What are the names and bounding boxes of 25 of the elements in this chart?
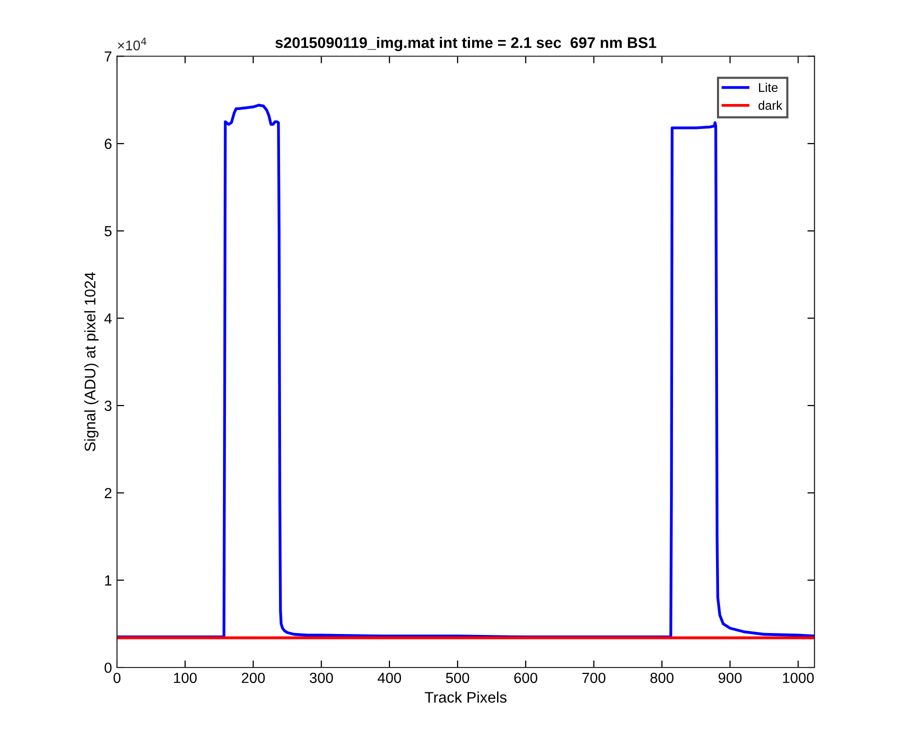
y-axis-title: Signal (ADU) at pixel 1024: [84, 272, 98, 452]
legend-label: dark: [758, 100, 782, 110]
y-tick-label: 5: [104, 226, 112, 236]
x-tick-label: 900: [718, 672, 742, 684]
legend-label: Lite: [759, 82, 778, 92]
x-tick-label: 600: [514, 672, 538, 684]
x-tick-label: 300: [310, 672, 333, 684]
text: ×10$^{4}$: [118, 38, 146, 50]
y-tick-label: 6: [104, 138, 112, 149]
x-tick-label: 1000: [783, 672, 814, 684]
x-tick-label: 700: [582, 672, 606, 684]
y-tick-label: 0: [104, 662, 112, 673]
y-tick-label: 4: [104, 313, 112, 324]
y-tick-label: 3: [104, 400, 112, 411]
y-tick-label: 2: [104, 488, 112, 498]
x-tick-label: 200: [242, 672, 265, 684]
y-tick-label: 1: [105, 575, 112, 586]
x-tick-label: 100: [174, 672, 197, 684]
x-tick-label: 400: [378, 672, 402, 684]
x-tick-label: 500: [446, 672, 470, 684]
x-tick-label: 0: [114, 672, 120, 684]
y-tick-label: 7: [104, 52, 112, 62]
chart-title: s2015090119_img.mat int time = 2.1 sec 697 nm BS1: [275, 36, 656, 52]
x-axis-title: Track Pixels: [424, 692, 507, 703]
x-tick-label: 800: [650, 672, 674, 684]
